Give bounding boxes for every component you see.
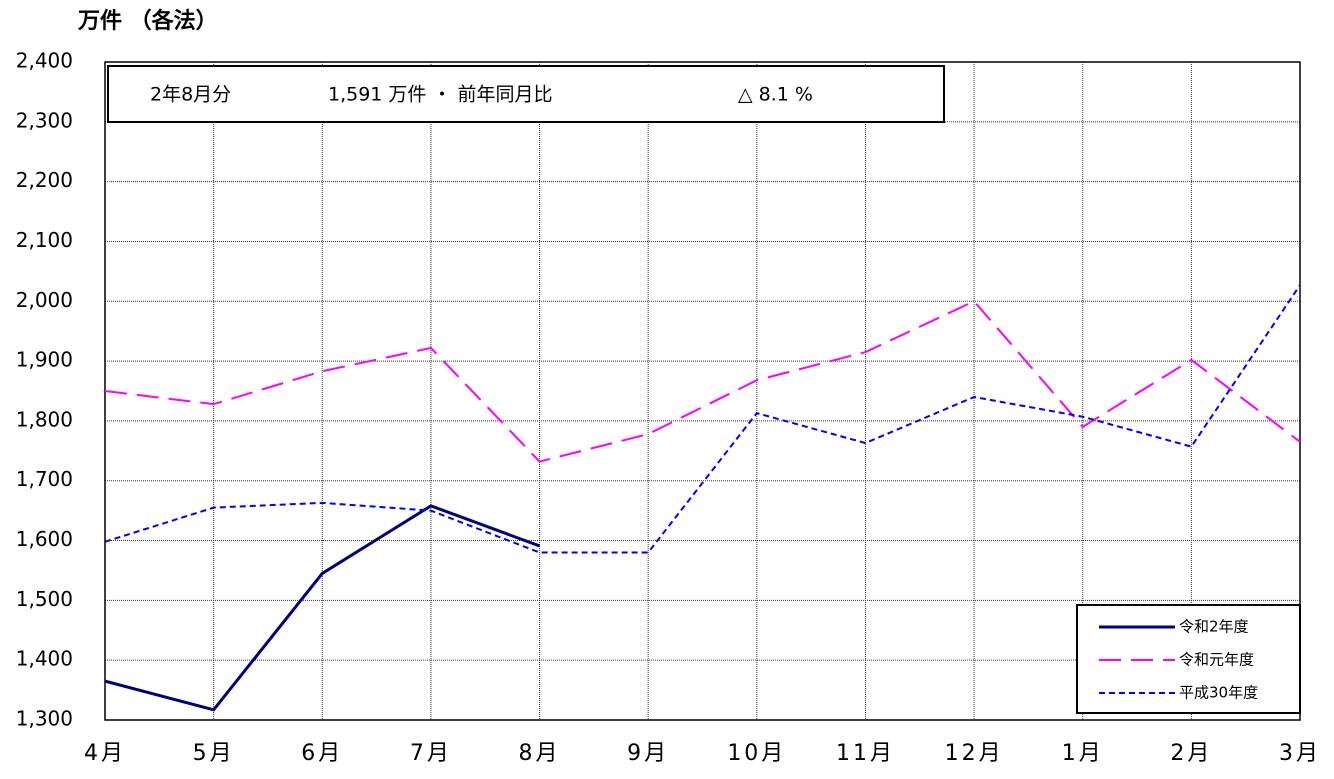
annotation-box (107, 65, 945, 123)
y-tick-label: 1,300 (16, 707, 73, 731)
y-tick-label: 1,400 (16, 647, 73, 671)
y-tick-label: 2,300 (16, 108, 73, 132)
x-tick-label: 2月 (1170, 741, 1212, 766)
x-tick-label: 4月 (84, 741, 126, 766)
annotation-text: 2年8月分 (150, 84, 231, 106)
y-tick-label: 1,600 (16, 527, 73, 551)
legend-label: 令和2年度 (1179, 618, 1249, 636)
y-tick-label: 2,200 (16, 168, 73, 192)
y-tick-label: 2,400 (16, 49, 73, 73)
legend-label: 平成30年度 (1179, 684, 1258, 702)
y-tick-label: 1,500 (16, 587, 73, 611)
series-line (104, 504, 541, 712)
x-tick-label: 5月 (193, 741, 235, 766)
x-tick-label: 10月 (727, 741, 786, 766)
y-tick-label: 1,800 (16, 407, 73, 431)
x-tick-label: 9月 (627, 741, 669, 766)
x-tick-label: 6月 (301, 741, 343, 766)
x-tick-label: 11月 (836, 741, 895, 766)
x-tick-label: 3月 (1279, 741, 1321, 766)
series-line (104, 284, 1301, 554)
y-tick-label: 2,100 (16, 228, 73, 252)
legend-label: 令和元年度 (1179, 651, 1254, 669)
x-tick-label: 1月 (1062, 741, 1104, 766)
series-line (104, 300, 1301, 463)
x-tick-label: 8月 (519, 741, 561, 766)
y-axis-label: 万件 （各法） (77, 8, 218, 34)
annotation-text: 1,591 万件 ・ 前年同月比 (328, 84, 553, 106)
y-tick-label: 1,700 (16, 467, 73, 491)
y-tick-label: 1,900 (16, 348, 73, 372)
y-tick-label: 2,000 (16, 288, 73, 312)
x-tick-label: 12月 (945, 741, 1004, 766)
x-tick-label: 7月 (410, 741, 452, 766)
annotation-text: △ 8.1 % (738, 84, 813, 106)
